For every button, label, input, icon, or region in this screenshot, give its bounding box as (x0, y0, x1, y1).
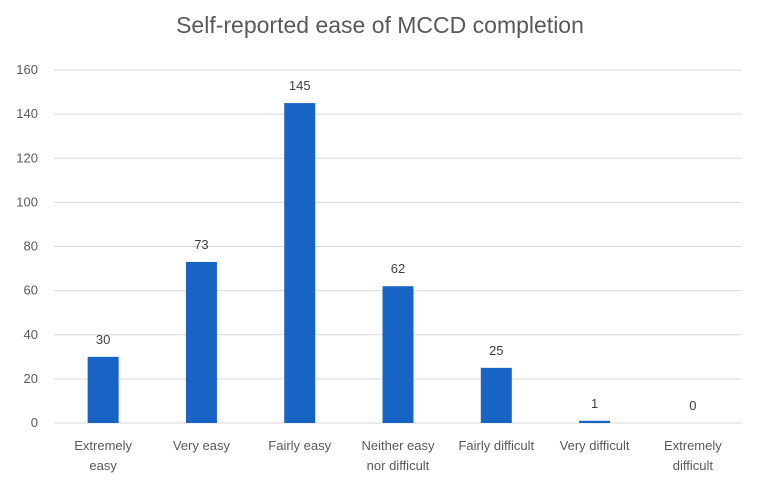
category-label: Extremely (74, 438, 132, 453)
bar (87, 356, 119, 423)
y-tick-label: 120 (16, 150, 38, 165)
category-label: difficult (673, 458, 714, 473)
y-tick-label: 20 (24, 371, 38, 386)
category-label: Very difficult (560, 438, 630, 453)
data-label: 0 (689, 398, 696, 413)
y-tick-label: 140 (16, 106, 38, 121)
category-label: Fairly difficult (458, 438, 534, 453)
category-label: Very easy (173, 438, 231, 453)
category-label: nor difficult (367, 458, 430, 473)
y-tick-label: 0 (31, 415, 38, 430)
bar (579, 420, 611, 423)
data-label: 1 (591, 396, 598, 411)
y-tick-label: 160 (16, 62, 38, 77)
y-tick-label: 60 (24, 283, 38, 298)
category-label: Fairly easy (268, 438, 331, 453)
y-tick-label: 100 (16, 194, 38, 209)
category-label: Extremely (664, 438, 722, 453)
data-label: 62 (391, 261, 405, 276)
bar (185, 261, 217, 423)
data-label: 30 (96, 332, 110, 347)
data-label: 25 (489, 343, 503, 358)
y-tick-label: 40 (24, 327, 38, 342)
bar (480, 367, 512, 423)
data-label: 73 (194, 237, 208, 252)
category-label: easy (89, 458, 117, 473)
data-label: 145 (289, 78, 311, 93)
bar (284, 103, 316, 423)
chart-title: Self-reported ease of MCCD completion (176, 12, 584, 38)
category-label: Neither easy (362, 438, 435, 453)
bar (382, 286, 414, 423)
y-tick-label: 80 (24, 239, 38, 254)
